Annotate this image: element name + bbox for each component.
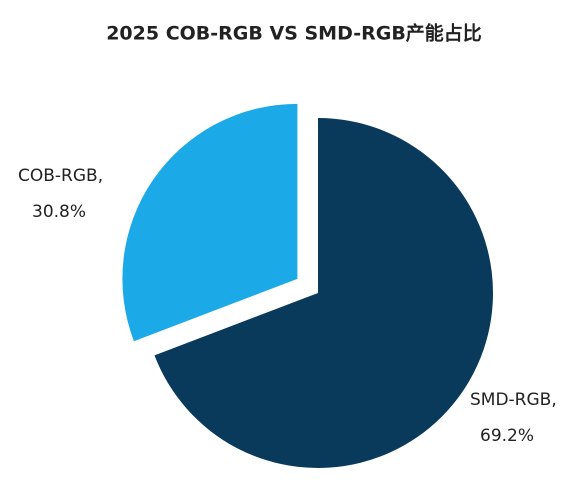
slice-value-label: 30.8% bbox=[32, 202, 86, 222]
slice-category-label: COB-RGB, bbox=[18, 166, 103, 186]
chart-title: 2025 COB-RGB VS SMD-RGB产能占比 bbox=[106, 22, 482, 45]
slice-value-label: 69.2% bbox=[480, 426, 534, 446]
slice-category-label: SMD-RGB, bbox=[470, 390, 557, 410]
pie-slice bbox=[122, 103, 298, 342]
pie-slice bbox=[154, 118, 493, 468]
